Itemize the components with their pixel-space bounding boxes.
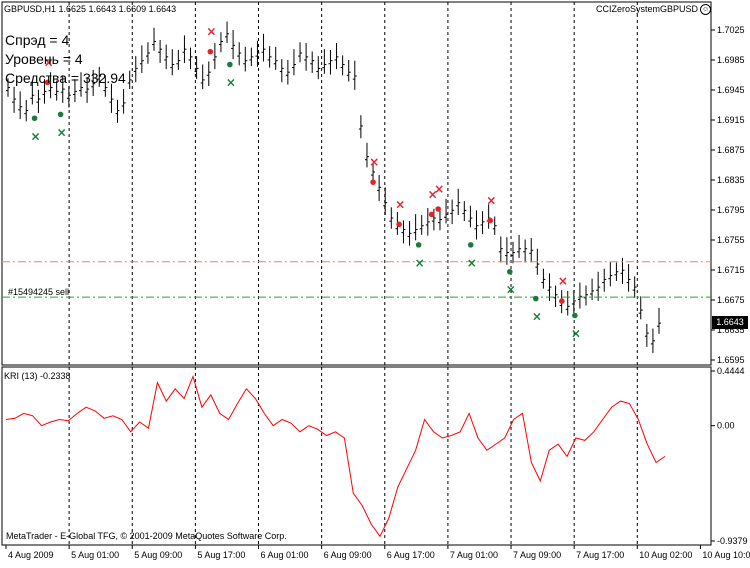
price-tick-label: 1.6875	[717, 145, 745, 155]
sell-dot-marker	[487, 217, 494, 224]
time-tick-label: 6 Aug 09:00	[324, 550, 372, 560]
buy-dot-marker	[467, 242, 474, 248]
price-tick-label: 1.6635	[717, 325, 745, 335]
expert-name: CCIZeroSystemGBPUSD	[596, 4, 699, 14]
time-tick-label: 7 Aug 01:00	[450, 550, 498, 560]
current-price-box: 1.6643	[712, 316, 748, 329]
buy-cross-marker: ×	[415, 256, 425, 270]
time-tick-label: 10 Aug 02:00	[639, 550, 692, 560]
sell-cross-marker: ×	[558, 274, 568, 288]
sell-dot-marker	[435, 206, 441, 212]
info-panel: Спрэд = 4 Уровень = 4 Средства = 332.94	[5, 31, 126, 88]
time-tick-label: 7 Aug 09:00	[513, 550, 561, 560]
sell-cross-marker: ×	[428, 187, 438, 201]
indicator-title: KRI (13) -0.2338	[4, 371, 71, 381]
chart-header: GBPUSD,H1 1.6625 1.6643 1.6609 1.6643	[4, 4, 176, 14]
expert-label: CCIZeroSystemGBPUSD ☺	[596, 4, 712, 16]
buy-cross-marker: ×	[571, 326, 581, 340]
sell-cross-marker: ×	[434, 182, 444, 196]
sell-dot-marker	[428, 211, 435, 218]
sell-dot-marker	[370, 179, 376, 185]
buy-dot-marker	[506, 268, 513, 275]
sell-cross-marker: ×	[486, 194, 496, 208]
kri-tick-label: 0.4444	[717, 366, 745, 376]
time-tick-label: 5 Aug 01:00	[71, 550, 119, 560]
buy-cross-marker: ×	[532, 310, 542, 324]
time-tick-label: 7 Aug 17:00	[576, 550, 624, 560]
sell-dot-marker	[207, 48, 214, 55]
time-tick-label: 6 Aug 17:00	[387, 550, 435, 560]
buy-dot-marker	[57, 111, 64, 118]
buy-dot-marker	[533, 295, 539, 302]
main-chart-frame	[1, 1, 712, 366]
buy-cross-marker: ×	[31, 129, 41, 143]
indicator-frame	[1, 366, 712, 546]
sell-cross-marker: ×	[369, 155, 379, 169]
price-tick-label: 1.6795	[717, 205, 745, 215]
buy-dot-marker	[415, 242, 422, 248]
copyright-text: MetaTrader - E-Global TFG, © 2001-2009 M…	[6, 531, 287, 541]
time-tick-label: 10 Aug 10:00	[702, 550, 750, 560]
smiley-icon: ☺	[700, 4, 712, 16]
sell-cross-marker: ×	[44, 55, 54, 69]
buy-cross-marker: ×	[467, 256, 477, 270]
sell-dot-marker	[559, 298, 565, 304]
spread-text: Спрэд = 4	[5, 32, 70, 48]
buy-cross-marker: ×	[226, 76, 236, 90]
kri-tick-label: -0.9379	[717, 536, 748, 546]
buy-cross-marker: ×	[57, 125, 67, 139]
order-label: #15494245 sell	[8, 287, 70, 297]
time-tick-label: 5 Aug 09:00	[134, 550, 182, 560]
buy-dot-marker	[227, 61, 233, 68]
buy-dot-marker	[572, 312, 578, 319]
kri-tick-label: 0.00	[717, 421, 735, 431]
price-tick-label: 1.6835	[717, 175, 745, 185]
buy-dot-marker	[31, 115, 38, 122]
time-tick-label: 5 Aug 17:00	[197, 550, 245, 560]
sell-dot-marker	[396, 221, 402, 228]
price-tick-label: 1.6915	[717, 115, 745, 125]
sell-cross-marker: ×	[395, 197, 405, 211]
price-tick-label: 1.6595	[717, 355, 745, 365]
price-tick-label: 1.6945	[717, 85, 745, 95]
price-tick-label: 1.7025	[717, 25, 745, 35]
buy-cross-marker: ×	[506, 283, 516, 297]
kri-line	[5, 374, 666, 538]
time-tick-label: 6 Aug 01:00	[261, 550, 309, 560]
level-text: Уровень = 4	[5, 51, 83, 67]
price-tick-label: 1.6715	[717, 265, 745, 275]
equity-text: Средства = 332.94	[5, 70, 126, 86]
price-tick-label: 1.6675	[717, 295, 745, 305]
time-tick-label: 4 Aug 2009	[8, 550, 54, 560]
symbol-line: GBPUSD,H1 1.6625 1.6643 1.6609 1.6643	[4, 4, 177, 14]
sell-cross-marker: ×	[206, 25, 216, 39]
sell-dot-marker	[44, 79, 51, 86]
price-tick-label: 1.6755	[717, 235, 745, 245]
price-tick-label: 1.6985	[717, 55, 745, 65]
